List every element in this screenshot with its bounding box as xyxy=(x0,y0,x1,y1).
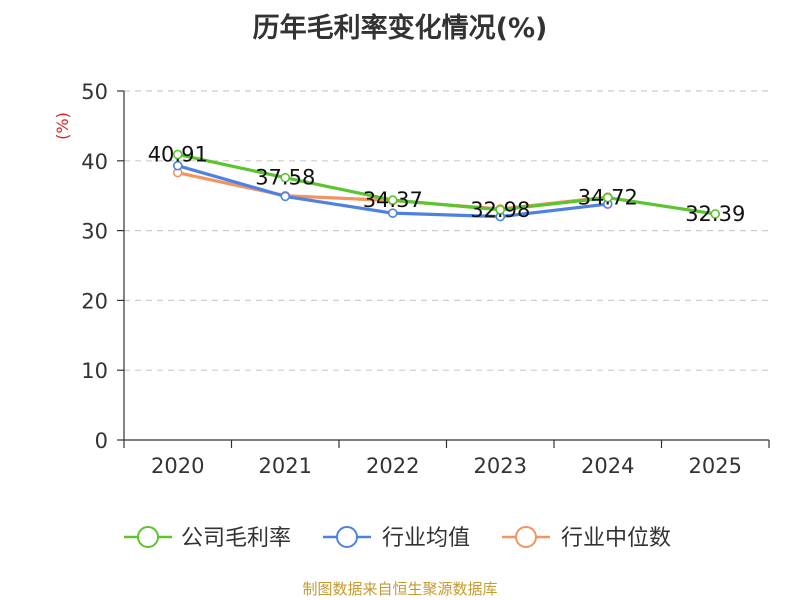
y-tick-label: 50 xyxy=(81,80,108,104)
data-point xyxy=(387,195,398,205)
axes: 0 10 20 30 40 50 2020 2021 2022 2023 2024 2025 xyxy=(81,80,770,478)
data-point xyxy=(710,209,721,219)
legend-item: 公司毛利率 xyxy=(124,526,291,551)
data-point xyxy=(495,204,506,215)
y-tick-label: 20 xyxy=(81,289,108,313)
x-tick-label: 2022 xyxy=(366,454,419,478)
legend-marker xyxy=(336,526,358,548)
data-point xyxy=(387,208,398,218)
y-tick-label: 30 xyxy=(81,220,108,244)
series-1 xyxy=(172,160,613,222)
data-label: 32.39 xyxy=(685,202,745,226)
data-point xyxy=(280,191,291,202)
legend-marker xyxy=(137,526,159,548)
legend-label: 行业均值 xyxy=(382,526,470,551)
data-label: 40.91 xyxy=(148,142,208,166)
x-tick-label: 2024 xyxy=(581,454,634,478)
legend-item: 行业均值 xyxy=(323,526,470,551)
series-layer xyxy=(172,149,721,222)
data-label: 32.98 xyxy=(470,198,530,222)
chart-title: 历年毛利率变化情况(%) xyxy=(252,13,548,44)
y-tick-label: 40 xyxy=(81,150,108,174)
data-label: 34.72 xyxy=(578,186,638,210)
series-line xyxy=(176,152,717,216)
data-point xyxy=(172,149,183,160)
x-tick-label: 2020 xyxy=(151,454,204,478)
y-tick-label: 0 xyxy=(95,429,108,453)
legend-marker xyxy=(515,526,537,548)
x-tick-label: 2021 xyxy=(259,454,312,478)
data-label: 37.58 xyxy=(255,166,315,190)
y-tick-label: 10 xyxy=(81,359,108,383)
y-axis-label: (%) xyxy=(53,112,72,140)
legend-label: 公司毛利率 xyxy=(181,526,291,551)
x-tick-label: 2025 xyxy=(689,454,742,478)
data-point xyxy=(280,172,291,183)
legend-label: 行业中位数 xyxy=(561,526,671,551)
legend-item: 行业中位数 xyxy=(502,526,671,551)
series-0 xyxy=(172,149,721,219)
data-point xyxy=(602,192,613,203)
grid-lines xyxy=(124,90,769,371)
data-labels: 40.91 37.58 34.37 32.98 34.72 32.39 xyxy=(148,142,746,225)
data-label: 34.37 xyxy=(363,188,423,212)
x-tick-label: 2023 xyxy=(474,454,527,478)
legend: 公司毛利率 行业均值 行业中位数 xyxy=(124,526,671,551)
source-note: 制图数据来自恒生聚源数据库 xyxy=(302,580,498,598)
data-point xyxy=(172,160,183,171)
